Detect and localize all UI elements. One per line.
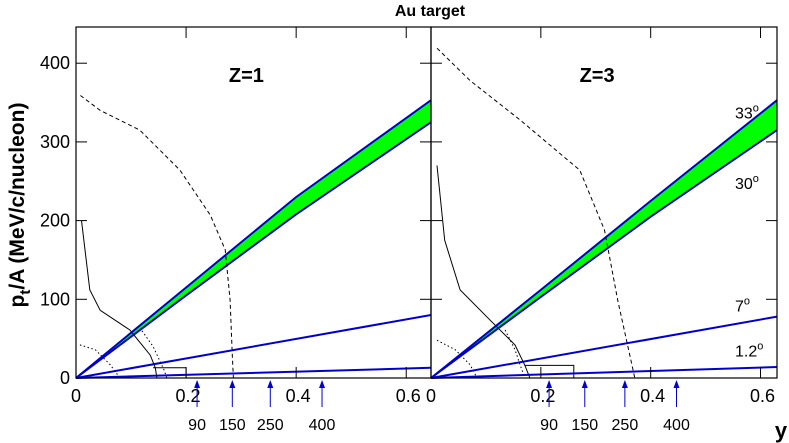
y-tick-label: 200 [40,211,70,231]
arrow-head [319,380,326,388]
x-tick-label: 0 [426,386,436,406]
arrow-label: 400 [663,417,690,434]
line-label: 7o [735,296,750,316]
line-label-sup: o [744,296,750,308]
series-line [75,366,432,379]
x-tick-label: 0.6 [396,386,421,406]
chart-title: Au target [395,3,466,20]
series-line [436,165,575,379]
y-axis-label-sub: t [17,290,34,295]
series-line [430,99,778,379]
arrow-head [194,380,201,388]
y-tick-label: 300 [40,132,70,152]
arrow-label: 250 [612,417,639,434]
line-label-sup: o [753,102,759,114]
arrow-head [267,380,274,388]
panel-label: Z=1 [229,65,264,87]
series-line [75,99,432,379]
arrow-head [546,380,553,388]
line-label-text: 1.2 [735,343,757,360]
series-line [80,95,234,379]
arrow-head [229,380,236,388]
arrow-head [581,380,588,388]
y-tick-label: 400 [40,53,70,73]
line-label: 33o [735,102,759,122]
line-label: 1.2o [735,340,763,360]
arrow-head [673,380,680,388]
arrow-label: 90 [188,417,206,434]
x-axis-label: y [775,418,788,443]
series-line [430,315,778,379]
series-line [436,47,636,379]
line-label-text: 7 [735,299,744,316]
y-axis-label-rest: /A (MeV/c/nucleon) [6,103,29,290]
x-tick-label: 0 [71,386,81,406]
arrow-label: 150 [571,417,598,434]
line-label-text: 30 [735,176,753,193]
series-line [75,121,432,379]
x-tick-label: 0.2 [176,386,201,406]
y-axis-label: pt/A (MeV/c/nucleon) [6,103,34,308]
arrow-label: 250 [257,417,284,434]
arrow-head [621,380,628,388]
arrow-label: 90 [540,417,558,434]
line-label: 30o [735,173,759,193]
y-tick-label: 100 [40,289,70,309]
band-fill [76,100,431,378]
x-tick-label: 0.4 [640,386,665,406]
y-axis-label-main: p [6,295,29,308]
y-tick-label: 0 [60,368,70,388]
arrow-label: 400 [309,417,336,434]
arrow-label: 150 [219,417,246,434]
series-line [430,366,778,379]
line-label-text: 33 [735,105,753,122]
x-tick-label: 0.4 [286,386,311,406]
series-line [75,314,432,379]
panel-label: Z=3 [580,65,615,87]
x-tick-label: 0.6 [750,386,775,406]
line-label-sup: o [757,340,763,352]
series-line [430,129,778,379]
plot-frame [430,26,778,379]
line-label-sup: o [753,173,759,185]
x-tick-label: 0.2 [530,386,555,406]
